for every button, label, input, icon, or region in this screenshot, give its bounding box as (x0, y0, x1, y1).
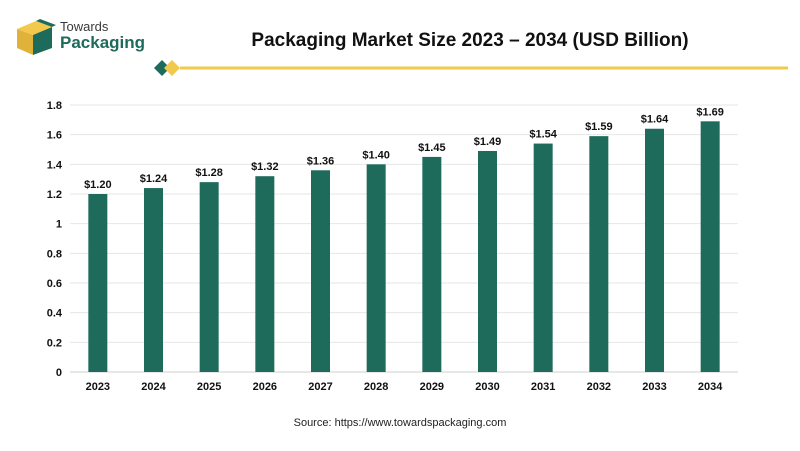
bar-2031 (533, 143, 553, 372)
y-tick-label: 0.8 (47, 248, 62, 260)
towards-packaging-logo (17, 19, 56, 55)
logo-text-packaging: Packaging (60, 33, 146, 52)
bar-2026 (255, 176, 275, 372)
data-label: $1.36 (307, 155, 335, 167)
x-tick-label: 2029 (420, 381, 444, 393)
data-label: $1.40 (362, 149, 390, 161)
y-tick-label: 1 (56, 219, 62, 231)
x-tick-label: 2027 (308, 381, 332, 393)
x-tick-label: 2025 (197, 381, 221, 393)
bar-2033 (645, 128, 664, 372)
x-tick-label: 2032 (587, 381, 611, 393)
data-label: $1.59 (585, 121, 613, 133)
data-label: $1.45 (418, 142, 446, 154)
y-tick-label: 1.6 (47, 130, 62, 142)
x-tick-label: 2031 (531, 381, 555, 393)
x-tick-label: 2024 (141, 381, 166, 393)
x-tick-label: 2023 (86, 381, 110, 393)
bar-2032 (589, 136, 609, 372)
data-label: $1.64 (641, 114, 669, 126)
chart-title: Packaging Market Size 2023 – 2034 (USD B… (251, 30, 689, 51)
data-label: $1.28 (195, 167, 223, 179)
y-tick-label: 1.8 (47, 100, 62, 112)
x-tick-label: 2030 (475, 381, 499, 393)
bar-2028 (366, 164, 386, 372)
bar-2024 (144, 188, 163, 372)
data-label: $1.20 (84, 179, 112, 191)
data-label: $1.49 (474, 136, 502, 148)
data-label: $1.54 (529, 129, 557, 141)
x-tick-label: 2033 (642, 381, 666, 393)
x-tick-label: 2026 (253, 381, 277, 393)
bar-2030 (478, 150, 497, 372)
bar-2023 (88, 194, 108, 372)
title-divider (154, 60, 788, 76)
y-tick-label: 1.4 (47, 159, 63, 171)
source-note: Source: https://www.towardspackaging.com (293, 417, 507, 429)
x-tick-label: 2034 (698, 381, 723, 393)
data-label: $1.69 (696, 106, 724, 118)
data-label: $1.32 (251, 161, 279, 173)
x-tick-label: 2028 (364, 381, 388, 393)
y-tick-label: 0.6 (47, 278, 62, 290)
bar-2029 (422, 156, 442, 372)
bar-2025 (199, 182, 219, 372)
y-tick-label: 0.4 (47, 308, 63, 320)
y-tick-label: 1.2 (47, 189, 62, 201)
logo-text-towards: Towards (60, 19, 109, 34)
y-tick-label: 0 (56, 367, 62, 379)
bar-2027 (311, 170, 330, 372)
bar-2034 (700, 121, 720, 372)
y-tick-label: 0.2 (47, 337, 62, 349)
data-label: $1.24 (140, 173, 168, 185)
